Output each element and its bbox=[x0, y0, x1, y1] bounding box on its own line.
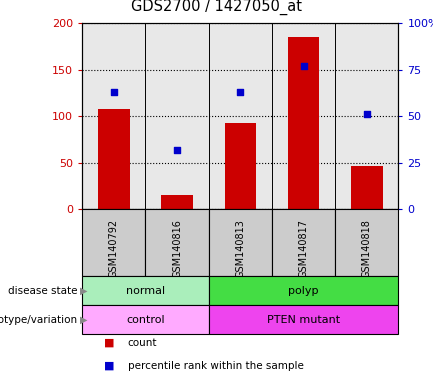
Bar bbox=[288, 37, 319, 209]
Text: GSM140816: GSM140816 bbox=[172, 219, 182, 278]
Bar bbox=[98, 109, 129, 209]
Point bbox=[363, 111, 370, 118]
Text: count: count bbox=[128, 338, 157, 348]
Text: disease state: disease state bbox=[8, 286, 78, 296]
Text: polyp: polyp bbox=[288, 286, 319, 296]
Bar bbox=[82, 276, 209, 305]
Text: percentile rank within the sample: percentile rank within the sample bbox=[128, 361, 304, 371]
Text: ■: ■ bbox=[104, 361, 114, 371]
Bar bbox=[224, 122, 256, 209]
Point bbox=[237, 89, 244, 95]
Point bbox=[174, 147, 181, 153]
Point bbox=[110, 89, 117, 95]
Text: ▶: ▶ bbox=[80, 314, 87, 325]
Bar bbox=[161, 195, 193, 209]
Text: GSM140818: GSM140818 bbox=[362, 219, 372, 278]
Text: ■: ■ bbox=[104, 338, 114, 348]
Text: genotype/variation: genotype/variation bbox=[0, 314, 78, 325]
Text: GSM140813: GSM140813 bbox=[235, 219, 246, 278]
Text: normal: normal bbox=[126, 286, 165, 296]
Bar bbox=[209, 305, 398, 334]
Bar bbox=[82, 305, 209, 334]
Bar bbox=[335, 209, 398, 276]
Bar bbox=[209, 276, 398, 305]
Text: control: control bbox=[126, 314, 165, 325]
Text: GSM140792: GSM140792 bbox=[109, 219, 119, 278]
Bar bbox=[209, 209, 272, 276]
Bar bbox=[82, 209, 145, 276]
Text: ▶: ▶ bbox=[80, 286, 87, 296]
Point bbox=[300, 63, 307, 69]
Text: GDS2700 / 1427050_at: GDS2700 / 1427050_at bbox=[131, 0, 302, 15]
Bar bbox=[145, 209, 209, 276]
Text: GSM140817: GSM140817 bbox=[298, 219, 309, 278]
Bar bbox=[272, 209, 335, 276]
Bar bbox=[351, 166, 383, 209]
Text: PTEN mutant: PTEN mutant bbox=[267, 314, 340, 325]
